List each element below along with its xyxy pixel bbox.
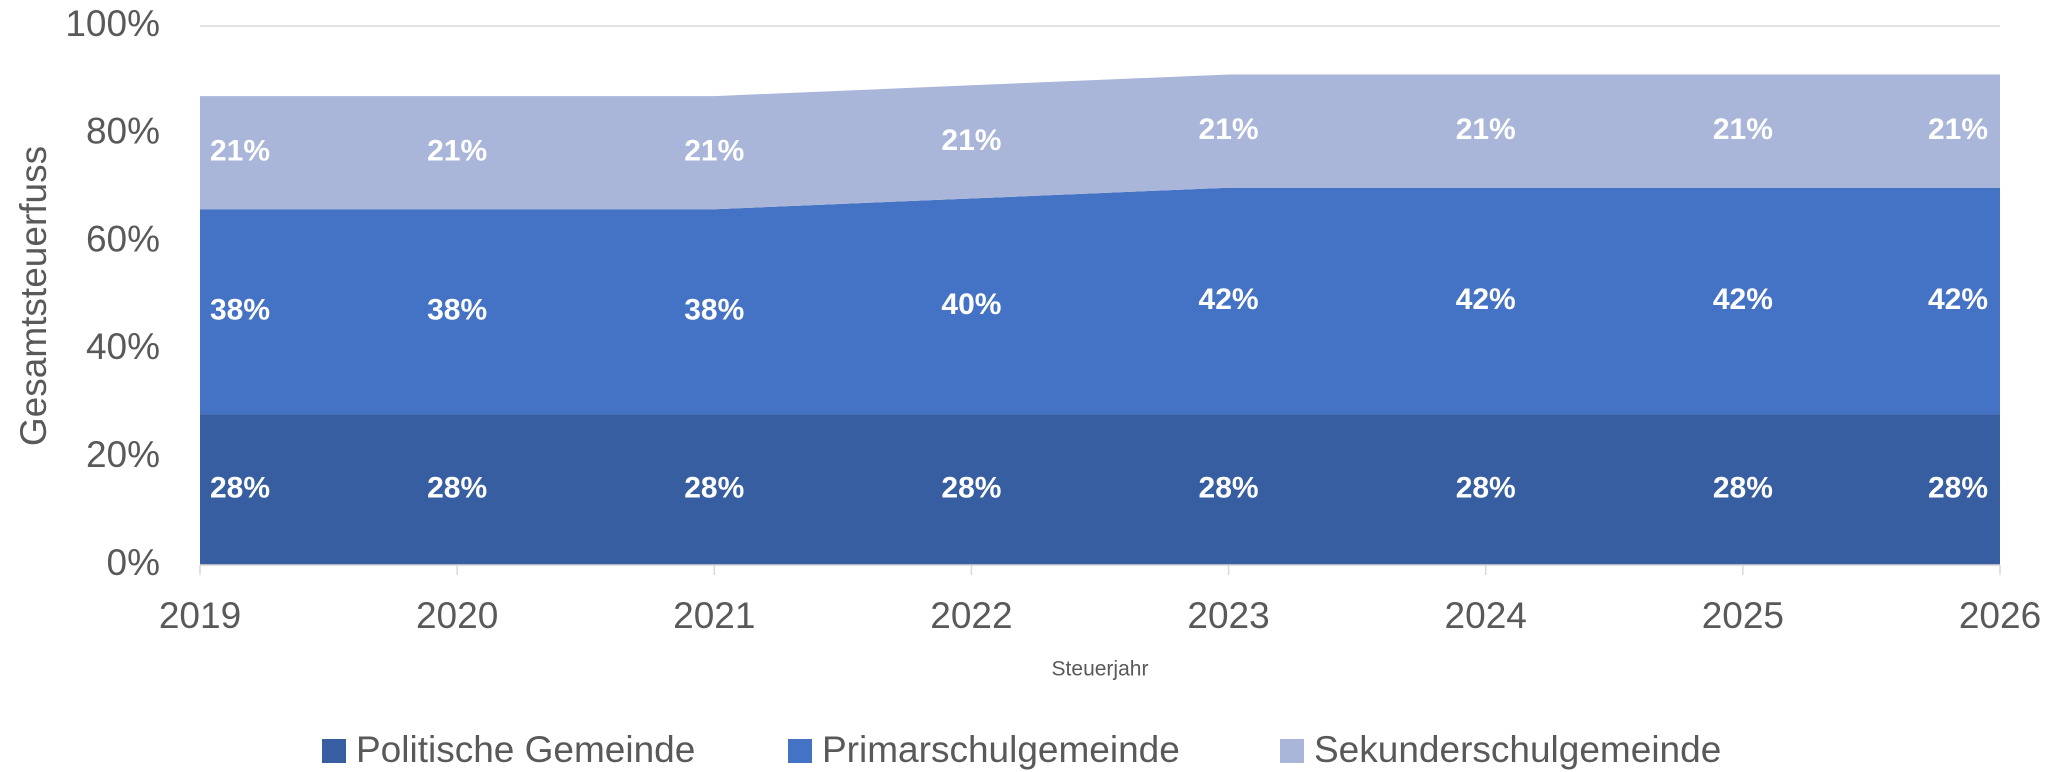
data-label: 28% (684, 471, 744, 504)
y-tick-label: 0% (107, 542, 160, 583)
data-label: 21% (1713, 113, 1773, 146)
data-label: 21% (941, 124, 1001, 157)
data-label: 42% (1713, 283, 1773, 316)
x-tick-label: 2021 (673, 595, 755, 636)
data-label: 21% (427, 135, 487, 168)
x-tick-label: 2022 (930, 595, 1012, 636)
data-label: 38% (427, 294, 487, 327)
data-label: 21% (684, 135, 744, 168)
data-label: 21% (210, 135, 270, 168)
data-label: 28% (210, 471, 270, 504)
y-tick-label: 20% (86, 434, 160, 475)
data-label: 42% (1928, 283, 1988, 316)
legend-swatch (322, 739, 346, 763)
data-label: 28% (1928, 471, 1988, 504)
legend-swatch (1280, 739, 1304, 763)
y-axis-label: Gesamtsteuerfuss (13, 146, 54, 446)
data-label: 28% (941, 471, 1001, 504)
y-tick-label: 80% (86, 111, 160, 152)
x-tick-label: 2023 (1187, 595, 1269, 636)
area (200, 414, 2000, 565)
data-label: 21% (1928, 113, 1988, 146)
data-label: 38% (684, 294, 744, 327)
x-axis-label: Steuerjahr (1052, 658, 1149, 681)
area (200, 74, 2000, 210)
data-label: 42% (1199, 283, 1259, 316)
data-label: 28% (1713, 471, 1773, 504)
area (200, 187, 2000, 415)
legend-label: Sekunderschulgemeinde (1314, 729, 1721, 770)
data-label: 40% (941, 288, 1001, 321)
x-tick-label: 2020 (416, 595, 498, 636)
data-label: 28% (427, 471, 487, 504)
x-tick-label: 2026 (1959, 595, 2041, 636)
legend-swatch (788, 739, 812, 763)
legend-label: Primarschulgemeinde (822, 729, 1180, 770)
data-label: 38% (210, 294, 270, 327)
data-label: 42% (1456, 283, 1516, 316)
y-tick-label: 100% (65, 3, 160, 44)
y-tick-label: 60% (86, 218, 160, 259)
y-tick-label: 40% (86, 326, 160, 367)
legend-label: Politische Gemeinde (356, 729, 695, 770)
data-label: 28% (1199, 471, 1259, 504)
x-tick-label: 2025 (1702, 595, 1784, 636)
data-label: 28% (1456, 471, 1516, 504)
data-label: 21% (1199, 113, 1259, 146)
data-label: 21% (1456, 113, 1516, 146)
x-tick-label: 2019 (159, 595, 241, 636)
x-tick-label: 2024 (1445, 595, 1527, 636)
